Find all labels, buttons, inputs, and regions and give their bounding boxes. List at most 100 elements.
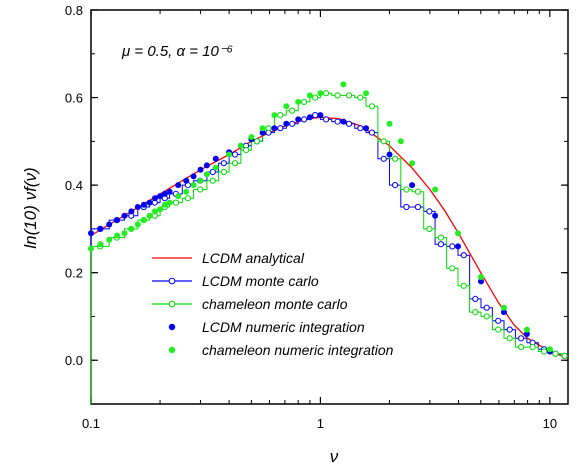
- series-marker-2: [184, 195, 191, 202]
- legend-swatch-3: [168, 323, 176, 331]
- series-point-3: [106, 221, 113, 228]
- series-marker-2: [541, 348, 548, 355]
- series-marker-1: [357, 125, 364, 132]
- series-point-3: [97, 225, 104, 232]
- series-point-4: [157, 206, 164, 213]
- series-point-4: [248, 134, 255, 140]
- series-marker-2: [289, 107, 296, 114]
- legend: LCDM analytical LCDM monte carlo chameleon…: [152, 250, 394, 358]
- x-axis-label: ν: [330, 447, 339, 466]
- series-point-4: [306, 92, 313, 99]
- series-point-3: [295, 116, 302, 123]
- series-point-3: [306, 114, 313, 121]
- series-marker-1: [426, 208, 433, 215]
- series-point-4: [259, 125, 266, 132]
- x-tick-label-1: 1: [317, 416, 324, 431]
- y-tick-label-3: 0.6: [65, 91, 83, 106]
- series-point-3: [152, 195, 158, 202]
- legend-marker-2: [168, 300, 176, 308]
- legend-label-4: chameleon numeric integration: [202, 342, 394, 358]
- x-tick-label-0: 0.1: [82, 416, 100, 431]
- series-point-3: [114, 217, 121, 224]
- y-tick-label-4: 0.8: [65, 3, 83, 18]
- series-point-4: [226, 151, 233, 158]
- y-tick-label-0: 0.0: [65, 353, 83, 368]
- series-point-4: [106, 236, 113, 243]
- series-marker-1: [380, 155, 387, 162]
- series-marker-1: [368, 129, 375, 136]
- y-axis-label: ln(10) νf(ν): [21, 167, 40, 248]
- series-marker-2: [403, 186, 410, 193]
- series-marker-2: [426, 225, 433, 232]
- series-point-4: [409, 160, 416, 167]
- series-4: [88, 81, 553, 353]
- series-marker-2: [380, 138, 387, 145]
- series-point-4: [128, 225, 135, 232]
- series-marker-1: [437, 241, 444, 248]
- series-point-3: [212, 155, 219, 162]
- series-point-3: [259, 129, 266, 136]
- series-marker-1: [231, 151, 239, 158]
- x-tick-label-2: 10: [543, 416, 557, 431]
- series-point-4: [152, 208, 158, 215]
- series-point-3: [134, 204, 141, 210]
- series-marker-2: [231, 160, 239, 167]
- series-marker-1: [323, 116, 330, 123]
- series-marker-2: [323, 90, 330, 97]
- series-point-3: [161, 190, 168, 197]
- series-marker-1: [312, 112, 319, 119]
- series-point-4: [197, 177, 204, 184]
- series-point-3: [455, 243, 461, 250]
- series-point-4: [283, 103, 290, 110]
- series-point-4: [183, 188, 190, 195]
- series-point-4: [523, 326, 530, 333]
- series-point-3: [183, 177, 190, 184]
- series-marker-2: [472, 309, 479, 316]
- series-marker-2: [345, 92, 353, 99]
- y-tick-label-1: 0.2: [65, 266, 83, 281]
- series-point-4: [203, 171, 210, 178]
- series-point-4: [190, 182, 197, 189]
- series-point-3: [175, 182, 182, 189]
- series-point-4: [121, 230, 128, 237]
- series-point-3: [523, 331, 530, 337]
- series-marker-1: [301, 116, 308, 123]
- series-marker-1: [334, 118, 341, 125]
- series-point-4: [432, 186, 439, 193]
- series-marker-1: [518, 335, 525, 342]
- series-marker-2: [392, 155, 399, 162]
- series-point-4: [397, 138, 404, 145]
- series-marker-2: [529, 344, 536, 351]
- series-marker-2: [357, 94, 364, 101]
- series-point-4: [455, 230, 461, 237]
- series-marker-2: [209, 177, 216, 184]
- series-marker-1: [209, 168, 216, 176]
- legend-label-2: chameleon monte carlo: [202, 296, 348, 312]
- y-tick-label-2: 0.4: [65, 178, 83, 193]
- plot-area: [90, 9, 569, 405]
- series-marker-2: [368, 103, 375, 110]
- series-marker-2: [312, 94, 319, 101]
- series-layer: [88, 81, 569, 404]
- series-marker-1: [277, 125, 284, 132]
- series-marker-1: [472, 295, 479, 302]
- series-marker-1: [345, 120, 353, 127]
- legend-label-3: LCDM numeric integration: [202, 319, 365, 335]
- series-point-4: [97, 241, 104, 248]
- series-marker-2: [518, 344, 525, 351]
- legend-item-3: LCDM numeric integration: [168, 319, 365, 335]
- series-point-3: [166, 188, 173, 195]
- series-marker-2: [460, 282, 467, 289]
- series-point-4: [501, 304, 507, 311]
- series-point-3: [409, 182, 416, 189]
- series-marker-2: [561, 352, 568, 359]
- series-marker-2: [334, 92, 341, 99]
- series-point-3: [283, 120, 290, 127]
- series-point-3: [317, 112, 324, 119]
- series-marker-1: [495, 317, 502, 324]
- series-point-3: [140, 201, 147, 208]
- series-point-4: [212, 164, 219, 171]
- series-point-4: [146, 212, 153, 219]
- series-point-4: [340, 81, 347, 88]
